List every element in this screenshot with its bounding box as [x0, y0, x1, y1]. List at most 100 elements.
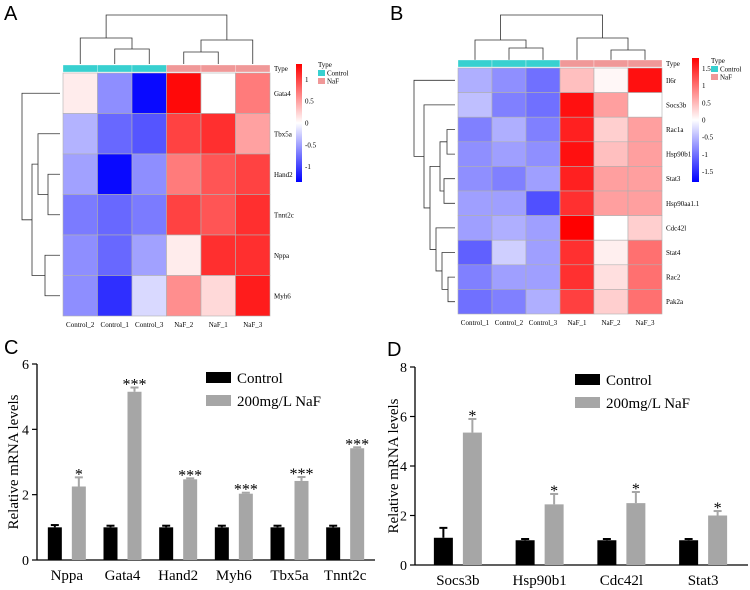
x-tick-label: Stat3 — [688, 573, 719, 589]
legend-swatch — [318, 78, 325, 84]
legend-swatch — [206, 372, 231, 383]
type-annotation-cell — [97, 64, 133, 73]
heatmap-cell — [627, 190, 663, 216]
heatmap-cell — [491, 116, 527, 143]
bar — [103, 527, 118, 560]
significance-marker: *** — [345, 436, 369, 453]
heatmap-cell — [491, 190, 527, 216]
type-annotation-cell — [627, 59, 663, 68]
heatmap-cell — [97, 275, 133, 317]
x-tick-label: Gata4 — [105, 568, 141, 584]
heatmap-column-label: Control_1 — [101, 321, 130, 329]
legend-swatch — [575, 397, 600, 408]
row-dendrogram-branch — [443, 178, 455, 204]
heatmap-cell — [166, 194, 202, 236]
significance-marker: * — [632, 481, 640, 498]
row-dendrogram-branch — [44, 254, 60, 297]
x-tick-label: Hand2 — [158, 568, 198, 584]
heatmap-cell — [491, 289, 527, 315]
heatmap-cell — [627, 239, 663, 266]
type-annotation-cell — [235, 64, 271, 73]
heatmap-cell — [593, 190, 629, 216]
heatmap-row-label: Tbx5a — [274, 130, 293, 138]
heatmap-cell — [559, 190, 595, 216]
heatmap-cell — [593, 141, 629, 167]
heatmap-cell — [457, 190, 493, 216]
heatmap-column-label: NaF_1 — [209, 321, 229, 329]
bar — [71, 486, 86, 560]
heatmap-column-label: NaF_2 — [601, 319, 621, 327]
heatmap-row-label: Hsp90aa1.1 — [666, 200, 700, 208]
significance-marker: *** — [178, 467, 202, 484]
legend-title: Type — [711, 57, 725, 65]
type-row-label: Type — [274, 65, 288, 73]
heatmap-row-label: Tnnt2c — [274, 211, 294, 219]
heatmap-cell — [235, 153, 271, 195]
column-dendrogram-branch — [576, 37, 629, 60]
y-tick-label: 4 — [22, 423, 29, 438]
column-dendrogram-branch — [508, 47, 544, 60]
y-tick-label: 6 — [400, 411, 407, 426]
heatmap-panel-a: Type Gata4 Tbx5a Hand2 Tnnt2c Nppa Myh6 Control… — [21, 14, 348, 329]
heatmap-cell — [62, 113, 98, 155]
significance-marker: *** — [290, 466, 314, 483]
heatmap-cell — [235, 194, 271, 236]
heatmap-cell — [200, 72, 236, 114]
heatmap-cell — [627, 264, 663, 290]
heatmap-column-label: Control_3 — [529, 319, 558, 327]
heatmap-row-label: Pak2a — [666, 298, 684, 306]
heatmap-cell — [457, 166, 493, 192]
heatmap-column-label: NaF_3 — [243, 321, 263, 329]
type-annotation-cell — [131, 64, 167, 73]
type-annotation-cell — [559, 59, 595, 68]
bar — [626, 503, 646, 565]
bar — [270, 527, 285, 560]
heatmap-row-label: Nppa — [274, 252, 290, 260]
legend-label: 200mg/L NaF — [237, 394, 321, 410]
heatmap-cell — [97, 194, 133, 236]
colorbar-tick-label: 0 — [702, 117, 706, 125]
heatmap-cell — [525, 67, 561, 93]
significance-marker: *** — [123, 377, 147, 394]
type-annotation-cell — [457, 59, 493, 68]
heatmap-cell — [593, 116, 629, 143]
heatmap-cell — [525, 141, 561, 167]
heatmap-cell — [235, 234, 271, 276]
heatmap-cell — [166, 113, 202, 155]
heatmap-cell — [627, 92, 663, 118]
heatmap-cell — [131, 153, 167, 195]
heatmap-row-label: Gata4 — [274, 90, 291, 98]
legend-swatch — [318, 70, 325, 76]
legend-label: Control — [720, 66, 741, 74]
significance-marker: * — [714, 500, 722, 517]
heatmap-cell — [200, 153, 236, 195]
row-dendrogram-branch — [447, 276, 455, 303]
heatmap-cell — [559, 289, 595, 315]
heatmap-cell — [559, 264, 595, 290]
heatmap-cell — [166, 275, 202, 317]
heatmap-cell — [200, 194, 236, 236]
heatmap-cell — [166, 153, 202, 195]
bar — [159, 527, 174, 560]
bar — [544, 504, 564, 565]
heatmap-cell — [559, 67, 595, 93]
heatmap-cell — [525, 289, 561, 315]
heatmap-cell — [491, 67, 527, 93]
heatmap-row-label: Rac1a — [666, 126, 684, 134]
heatmap-cell — [457, 289, 493, 315]
heatmap-cell — [491, 92, 527, 118]
legend-swatch — [711, 74, 718, 80]
heatmap-cell — [491, 215, 527, 241]
y-tick-label: 0 — [400, 559, 407, 574]
heatmap-cell — [97, 153, 133, 195]
heatmap-column-label: Control_2 — [66, 321, 95, 329]
legend-label: Control — [237, 371, 283, 387]
type-annotation-cell — [200, 64, 236, 73]
colorbar-tick-label: -1 — [305, 163, 311, 171]
colorbar-tick-label: 1.5 — [702, 65, 711, 73]
x-tick-label: Nppa — [51, 568, 84, 584]
legend-swatch — [206, 395, 231, 406]
heatmap-cell — [457, 239, 493, 266]
heatmap-row-label: Hand2 — [274, 171, 293, 179]
heatmap-cell — [593, 215, 629, 241]
